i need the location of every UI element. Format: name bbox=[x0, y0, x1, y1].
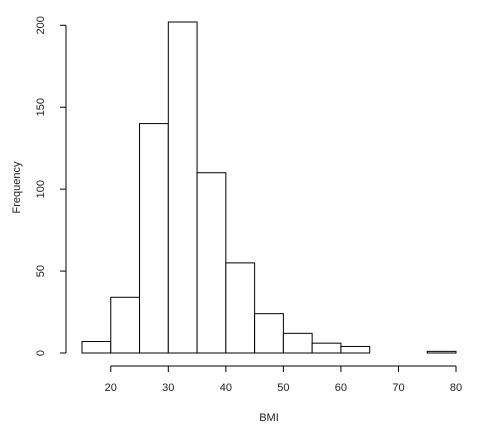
y-tick-label: 0 bbox=[35, 350, 47, 356]
x-axis-title: BMI bbox=[259, 412, 279, 424]
histogram-bar bbox=[340, 345, 371, 354]
histogram-bar bbox=[139, 123, 169, 354]
y-axis-title: Frequency bbox=[11, 161, 23, 213]
y-tick-label: 200 bbox=[35, 16, 47, 34]
histogram-bar bbox=[110, 296, 141, 354]
histogram-bar bbox=[311, 342, 342, 354]
y-axis: 0 50 100 150 200 bbox=[35, 16, 67, 356]
histogram-bar bbox=[282, 332, 313, 354]
x-tick-label: 20 bbox=[105, 382, 117, 394]
x-tick-label: 80 bbox=[450, 382, 462, 394]
y-tick-label: 150 bbox=[35, 98, 47, 116]
y-tick-label: 50 bbox=[35, 265, 47, 277]
histogram-bar bbox=[426, 350, 457, 354]
y-tick-label: 100 bbox=[35, 180, 47, 198]
x-tick-label: 70 bbox=[392, 382, 404, 394]
histogram-bar bbox=[225, 262, 256, 354]
x-tick-label: 30 bbox=[162, 382, 174, 394]
x-tick-label: 50 bbox=[277, 382, 289, 394]
histogram-bars bbox=[81, 21, 457, 354]
histogram-bar bbox=[196, 172, 227, 354]
x-axis: 20 30 40 50 60 70 80 bbox=[105, 365, 462, 394]
x-tick-label: 40 bbox=[220, 382, 232, 394]
histogram-bar bbox=[167, 21, 198, 354]
histogram-bar bbox=[81, 341, 112, 354]
x-tick-label: 60 bbox=[335, 382, 347, 394]
histogram-bar bbox=[254, 313, 284, 354]
